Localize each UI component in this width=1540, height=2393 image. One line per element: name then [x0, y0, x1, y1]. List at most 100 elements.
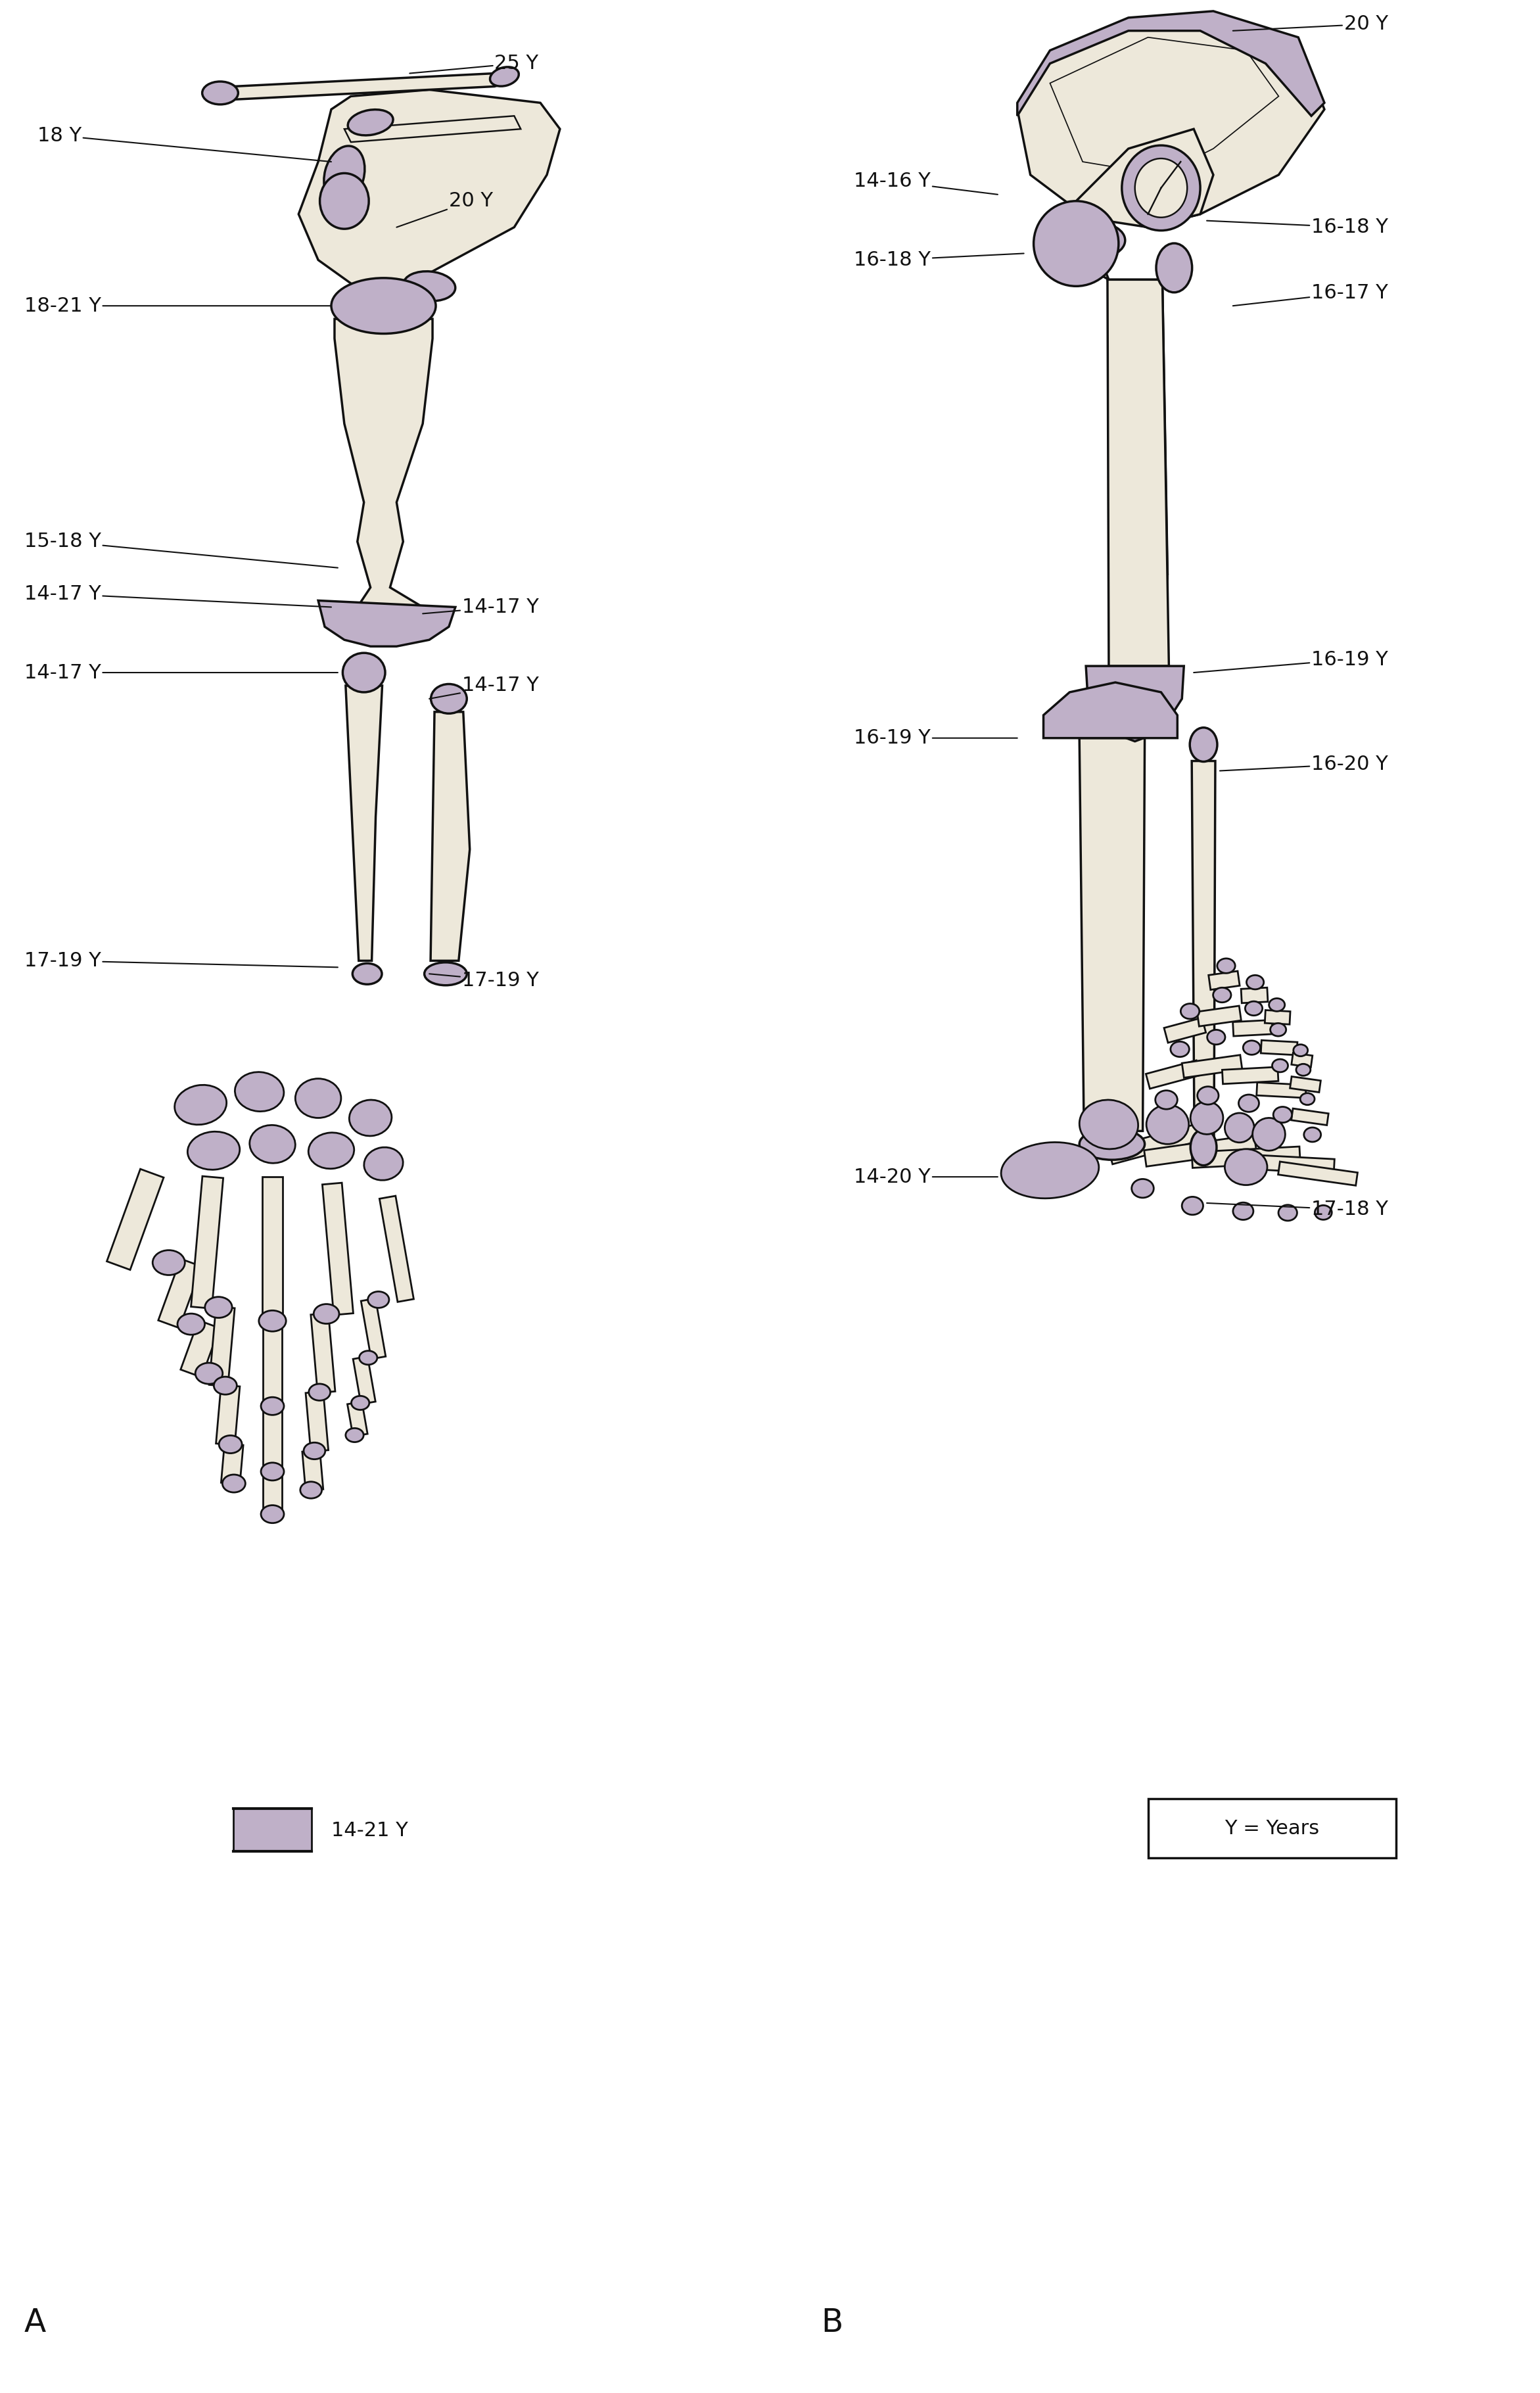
- Polygon shape: [209, 1307, 234, 1386]
- Ellipse shape: [1274, 1108, 1292, 1122]
- Ellipse shape: [1001, 1141, 1100, 1199]
- Polygon shape: [322, 1182, 353, 1316]
- Text: 14-17 Y: 14-17 Y: [430, 677, 539, 699]
- Polygon shape: [1047, 225, 1109, 280]
- Polygon shape: [1109, 1125, 1201, 1165]
- Ellipse shape: [1190, 1129, 1217, 1165]
- Ellipse shape: [1080, 1129, 1144, 1161]
- Polygon shape: [360, 1299, 385, 1359]
- Polygon shape: [1018, 17, 1324, 227]
- Ellipse shape: [1272, 1060, 1287, 1072]
- Text: 14-17 Y: 14-17 Y: [422, 598, 539, 617]
- Polygon shape: [1234, 1019, 1272, 1036]
- Ellipse shape: [1146, 1106, 1189, 1144]
- Text: 16-18 Y: 16-18 Y: [1207, 218, 1388, 237]
- Polygon shape: [1107, 280, 1167, 699]
- Ellipse shape: [1304, 1127, 1321, 1141]
- Ellipse shape: [343, 653, 385, 692]
- Polygon shape: [1292, 1108, 1329, 1125]
- Ellipse shape: [363, 1146, 403, 1180]
- Ellipse shape: [1121, 146, 1200, 230]
- Polygon shape: [1080, 737, 1144, 1132]
- Text: 20 Y: 20 Y: [397, 191, 493, 227]
- Polygon shape: [1292, 1053, 1312, 1067]
- Polygon shape: [159, 1259, 202, 1328]
- Text: 16-17 Y: 16-17 Y: [1234, 282, 1388, 306]
- Text: 20 Y: 20 Y: [1234, 14, 1388, 34]
- Ellipse shape: [219, 1436, 242, 1453]
- Ellipse shape: [1269, 998, 1284, 1012]
- Polygon shape: [263, 1321, 282, 1407]
- Text: 18 Y: 18 Y: [37, 127, 331, 163]
- Ellipse shape: [348, 110, 393, 136]
- Ellipse shape: [1234, 1204, 1254, 1220]
- Ellipse shape: [1252, 1118, 1286, 1151]
- Text: 14-17 Y: 14-17 Y: [25, 663, 337, 682]
- FancyBboxPatch shape: [233, 1809, 311, 1852]
- Ellipse shape: [1217, 960, 1235, 974]
- Polygon shape: [1044, 682, 1178, 737]
- Ellipse shape: [1155, 1091, 1178, 1110]
- Ellipse shape: [1294, 1043, 1307, 1055]
- Polygon shape: [1018, 12, 1324, 115]
- Text: Y = Years: Y = Years: [1224, 1819, 1320, 1838]
- Polygon shape: [1164, 1017, 1206, 1043]
- Ellipse shape: [320, 172, 368, 230]
- Ellipse shape: [188, 1132, 240, 1170]
- Polygon shape: [311, 1314, 336, 1393]
- Ellipse shape: [260, 1398, 283, 1414]
- Polygon shape: [299, 89, 561, 292]
- Polygon shape: [216, 1386, 240, 1445]
- Polygon shape: [1261, 1041, 1297, 1055]
- Polygon shape: [319, 601, 456, 646]
- Polygon shape: [379, 1196, 414, 1302]
- Ellipse shape: [1300, 1094, 1315, 1106]
- Ellipse shape: [1170, 1041, 1189, 1058]
- Ellipse shape: [331, 278, 436, 333]
- Polygon shape: [431, 711, 470, 960]
- Polygon shape: [214, 74, 514, 101]
- Ellipse shape: [310, 1383, 331, 1400]
- Ellipse shape: [1207, 1029, 1226, 1043]
- Ellipse shape: [222, 1474, 245, 1493]
- Polygon shape: [1086, 665, 1184, 742]
- Ellipse shape: [490, 67, 519, 86]
- Text: 14-17 Y: 14-17 Y: [25, 584, 331, 608]
- Text: 17-19 Y: 17-19 Y: [430, 972, 539, 991]
- Polygon shape: [263, 1472, 282, 1515]
- Ellipse shape: [259, 1311, 286, 1331]
- Text: 18-21 Y: 18-21 Y: [25, 297, 331, 316]
- Ellipse shape: [303, 1443, 325, 1460]
- Text: 14-20 Y: 14-20 Y: [855, 1168, 998, 1187]
- Ellipse shape: [196, 1362, 223, 1383]
- Polygon shape: [1241, 988, 1267, 1003]
- Text: 14-16 Y: 14-16 Y: [855, 172, 998, 194]
- Polygon shape: [1192, 1146, 1300, 1168]
- Ellipse shape: [1080, 1101, 1138, 1149]
- Polygon shape: [1144, 1134, 1257, 1165]
- Ellipse shape: [260, 1505, 283, 1522]
- Polygon shape: [1223, 1067, 1278, 1084]
- Ellipse shape: [1181, 1196, 1203, 1216]
- Polygon shape: [1181, 1055, 1243, 1077]
- Polygon shape: [180, 1321, 220, 1378]
- Polygon shape: [1146, 1060, 1200, 1089]
- Ellipse shape: [236, 1072, 283, 1110]
- Ellipse shape: [323, 146, 365, 203]
- Ellipse shape: [1297, 1065, 1311, 1077]
- Ellipse shape: [1214, 988, 1230, 1003]
- Polygon shape: [106, 1170, 163, 1271]
- Ellipse shape: [1190, 1101, 1223, 1134]
- Ellipse shape: [353, 964, 382, 984]
- Polygon shape: [191, 1177, 223, 1309]
- Ellipse shape: [359, 1350, 377, 1364]
- Ellipse shape: [152, 1249, 185, 1275]
- Ellipse shape: [368, 1292, 390, 1309]
- Ellipse shape: [1224, 1149, 1267, 1185]
- Ellipse shape: [1246, 976, 1264, 988]
- Ellipse shape: [177, 1314, 205, 1335]
- Ellipse shape: [249, 1125, 296, 1163]
- Polygon shape: [1278, 1161, 1358, 1185]
- Ellipse shape: [350, 1101, 391, 1137]
- Ellipse shape: [296, 1079, 340, 1118]
